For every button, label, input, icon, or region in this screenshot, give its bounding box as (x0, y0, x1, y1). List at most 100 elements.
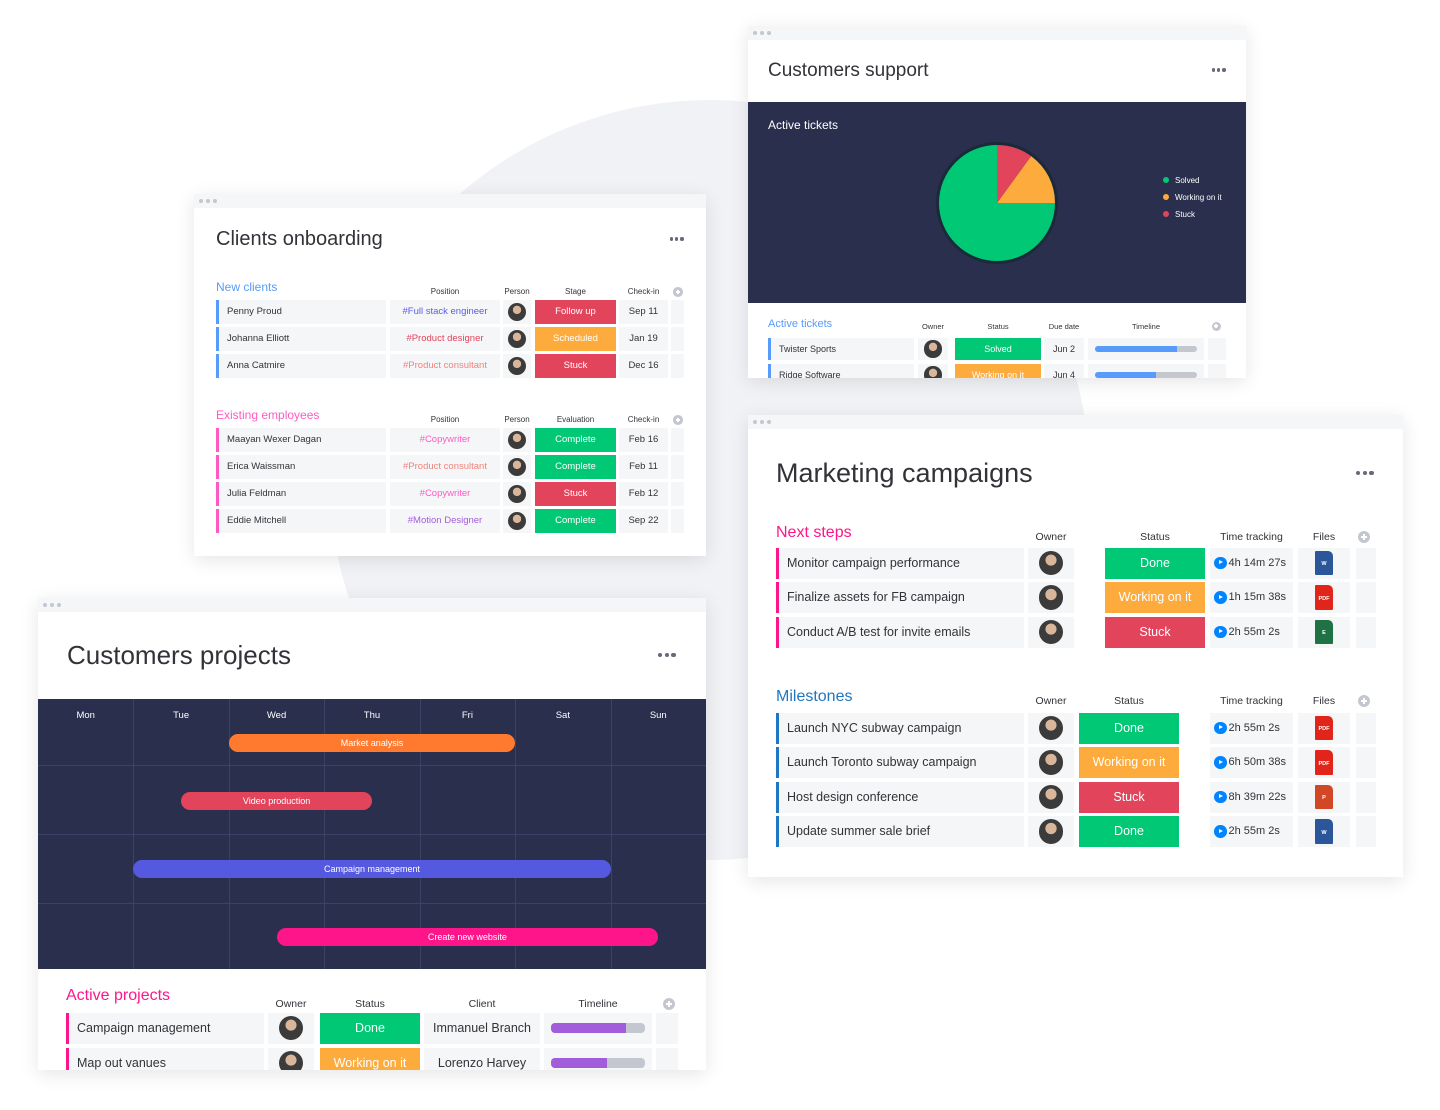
empty-cell (1356, 781, 1376, 813)
timeline-fill (1095, 345, 1177, 353)
play-icon (1214, 625, 1227, 639)
avatar (507, 356, 527, 376)
window-dot (43, 603, 47, 607)
add-column-icon (673, 287, 683, 297)
chart-title: Active tickets (768, 118, 839, 132)
column-header: Files (1312, 695, 1336, 707)
status-label: Complete (555, 461, 596, 472)
column-header: Stage (565, 287, 586, 296)
timeline-track (1095, 345, 1197, 353)
person-cell (918, 364, 948, 378)
avatar (1038, 750, 1064, 775)
cell-text: Feb 11 (629, 461, 658, 472)
add-column-icon (1357, 530, 1371, 544)
play-icon (1214, 756, 1227, 769)
gantt-task-bar: Campaign management (133, 860, 611, 878)
column-header: Person (504, 415, 530, 424)
text-cell: Jan 19 (619, 327, 668, 351)
cell-text: Dec 16 (628, 360, 659, 371)
column-header: Position (430, 287, 460, 296)
status-cell: Complete (535, 455, 616, 479)
group-title: New clients (216, 280, 278, 294)
column-header: Status (987, 321, 1009, 331)
status-label: Working on it (971, 370, 1025, 378)
status-cell: Stuck (1105, 616, 1205, 648)
text-cell: Feb 16 (619, 428, 668, 452)
time-cell: 2h 55m 2s (1210, 816, 1293, 847)
person-cell (1028, 616, 1074, 648)
file-type: P (1322, 795, 1326, 802)
window-dot (760, 31, 764, 35)
status-label: Working on it (1092, 755, 1166, 769)
avatar (1038, 550, 1064, 576)
avatar (1038, 819, 1064, 844)
time-cell: 2h 55m 2s (1210, 712, 1293, 744)
empty-cell (671, 455, 684, 479)
column-header: Owner (921, 321, 945, 331)
status-cell: Follow up (535, 300, 616, 324)
status-label: Scheduled (553, 333, 598, 344)
text-cell: Feb 11 (619, 455, 668, 479)
column-header: Position (430, 415, 460, 424)
gantt-task-label: Campaign management (323, 864, 421, 874)
gantt-day: Wed (266, 710, 287, 721)
item-name-cell: Penny Proud (216, 300, 386, 324)
avatar (507, 430, 527, 450)
item-name-cell: Maayan Wexer Dagan (216, 428, 386, 452)
item-name-cell: Map out vanues (66, 1047, 264, 1070)
person-cell (1028, 747, 1074, 778)
person-cell (503, 300, 531, 324)
legend-marker (1163, 211, 1169, 217)
text-cell: Sep 11 (619, 300, 668, 324)
status-cell: Scheduled (535, 327, 616, 351)
status-cell: Stuck (1079, 781, 1179, 813)
status-label: Follow up (555, 306, 596, 317)
avatar (507, 511, 527, 531)
item-name-cell: Twister Sports (768, 338, 914, 360)
time-cell: 8h 39m 22s (1210, 781, 1293, 813)
item-name: Campaign management (77, 1020, 211, 1035)
gantt-day: Sat (555, 710, 570, 721)
legend-marker (1163, 194, 1169, 200)
person-cell (1028, 582, 1074, 613)
avatar (507, 329, 527, 349)
group-title: Milestones (776, 688, 853, 705)
position-cell: #Product designer (390, 327, 500, 351)
person-cell (1028, 547, 1074, 579)
empty-cell (656, 1047, 678, 1070)
item-name-cell: Ridge Software (768, 364, 914, 378)
gantt-task-label: Create new website (427, 932, 507, 942)
file-cell: W (1298, 547, 1350, 579)
play-triangle (1218, 794, 1223, 799)
window-bar (38, 598, 706, 612)
column-header: Person (504, 287, 530, 296)
avatar (507, 484, 527, 504)
item-name: Maayan Wexer Dagan (227, 434, 322, 445)
column-header: Owner (275, 998, 307, 1010)
empty-cell (1356, 616, 1376, 648)
legend-label: Stuck (1175, 210, 1196, 219)
plus-bar (1363, 533, 1365, 541)
column-header: Status (1114, 695, 1144, 707)
file-cell: PDF (1298, 582, 1350, 613)
timeline-fill (551, 1023, 627, 1033)
play-icon (1214, 591, 1227, 604)
window-dot (50, 603, 54, 607)
file-cell: PDF (1298, 712, 1350, 744)
gantt-panel: Mon Tue Wed Thu Fri Sat Sun Market analysis Vide… (38, 699, 706, 969)
gantt-day: Thu (363, 710, 381, 721)
item-name: Erica Waissman (227, 461, 296, 472)
file-cell: W (1298, 816, 1350, 847)
position-tag: #Product consultant (403, 461, 487, 472)
avatar (924, 340, 942, 358)
play-triangle (1218, 759, 1223, 764)
item-name-cell: Eddie Mitchell (216, 509, 386, 533)
file-icon: P (1314, 784, 1334, 810)
text-cell: Sep 22 (619, 509, 668, 533)
add-column-icon (1211, 321, 1221, 331)
item-name: Ridge Software (779, 370, 841, 378)
person-cell (268, 1012, 314, 1044)
person-cell (503, 354, 531, 378)
person-cell (503, 428, 531, 452)
